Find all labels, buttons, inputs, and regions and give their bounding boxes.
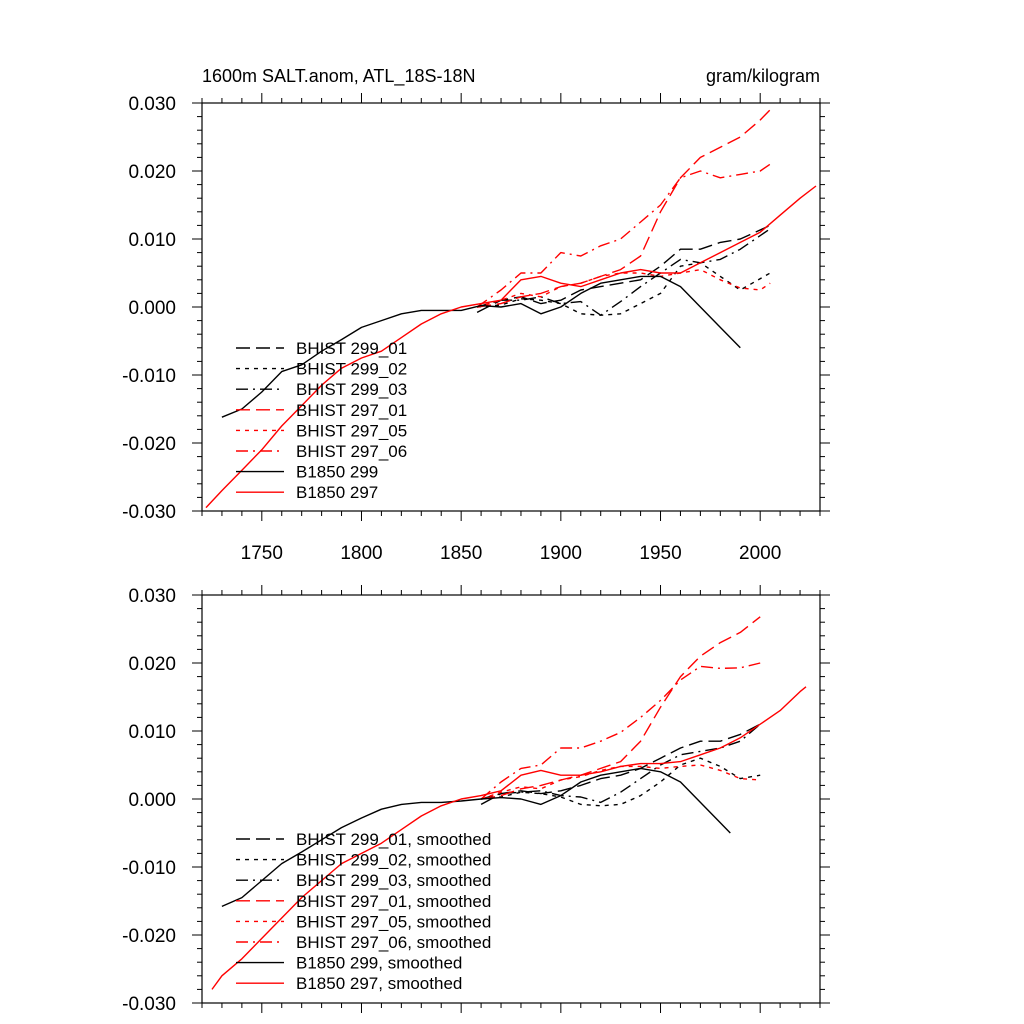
- y-tick-label: 0.020: [128, 654, 176, 675]
- x-tick-label: 1900: [540, 543, 582, 564]
- series-line: [476, 163, 771, 308]
- y-tick-label: -0.030: [122, 994, 176, 1015]
- legend-label: B1850 297, smoothed: [296, 974, 462, 993]
- x-tick-label: 2000: [739, 543, 781, 564]
- series-line: [221, 767, 731, 908]
- plot-frame: [201, 102, 821, 512]
- units-label: gram/kilogram: [706, 66, 820, 86]
- legend-label: BHIST 297_05: [296, 421, 407, 440]
- x-tick-label: 1800: [340, 543, 382, 564]
- series-line: [211, 686, 807, 990]
- series-line: [477, 109, 771, 308]
- y-tick-label: 0.000: [128, 298, 176, 319]
- series-line: [476, 224, 771, 314]
- legend-label: B1850 299: [296, 463, 378, 482]
- y-tick-label: -0.020: [122, 434, 176, 455]
- legend-label: BHIST 299_02: [296, 360, 407, 379]
- x-tick-label: 1950: [639, 543, 681, 564]
- y-tick-label: 0.030: [128, 586, 176, 607]
- series-line: [480, 662, 761, 800]
- y-tick-label: 0.000: [128, 790, 176, 811]
- legend-label: BHIST 299_02, smoothed: [296, 851, 491, 870]
- series-line: [221, 275, 741, 418]
- bottom-panel: -0.030 -0.020 -0.010 0.000 0.010 0.020 0.030 BH…: [122, 585, 830, 1015]
- series-line: [477, 262, 771, 316]
- y-tick-label: -0.010: [122, 858, 176, 879]
- x-tick-label: 1850: [440, 543, 482, 564]
- legend-label: BHIST 299_01: [296, 339, 407, 358]
- y-tick-label: 0.010: [128, 722, 176, 743]
- series-line: [480, 764, 761, 800]
- legend-label: BHIST 297_05, smoothed: [296, 912, 491, 931]
- y-tick-label: 0.010: [128, 230, 176, 251]
- series-line: [476, 228, 771, 316]
- series-line: [205, 185, 817, 509]
- top-panel: 1750 1800 1850 1900 1950 2000 -0.030 -0.020 -0.0…: [122, 93, 830, 564]
- chart-title: 1600m SALT.anom, ATL_18S-18N: [202, 66, 476, 87]
- legend-label: BHIST 297_06, smoothed: [296, 933, 491, 952]
- y-tick-label: 0.020: [128, 162, 176, 183]
- legend-label: BHIST 297_01: [296, 401, 407, 420]
- y-tick-label: -0.010: [122, 366, 176, 387]
- legend-label: BHIST 297_06: [296, 442, 407, 461]
- y-tick-label: -0.030: [122, 502, 176, 523]
- y-tick-label: 0.030: [128, 94, 176, 115]
- legend-label: BHIST 297_01, smoothed: [296, 892, 491, 911]
- series-line: [480, 723, 761, 804]
- legend-label: BHIST 299_03, smoothed: [296, 871, 491, 890]
- legend-label: BHIST 299_01, smoothed: [296, 830, 491, 849]
- legend-label: BHIST 299_03: [296, 380, 407, 399]
- legend-label: B1850 297: [296, 483, 378, 502]
- series-line: [476, 268, 771, 308]
- series-line: [480, 723, 761, 806]
- y-tick-label: -0.020: [122, 926, 176, 947]
- x-tick-label: 1750: [241, 543, 283, 564]
- series-line: [481, 757, 761, 807]
- legend-label: B1850 299, smoothed: [296, 954, 462, 973]
